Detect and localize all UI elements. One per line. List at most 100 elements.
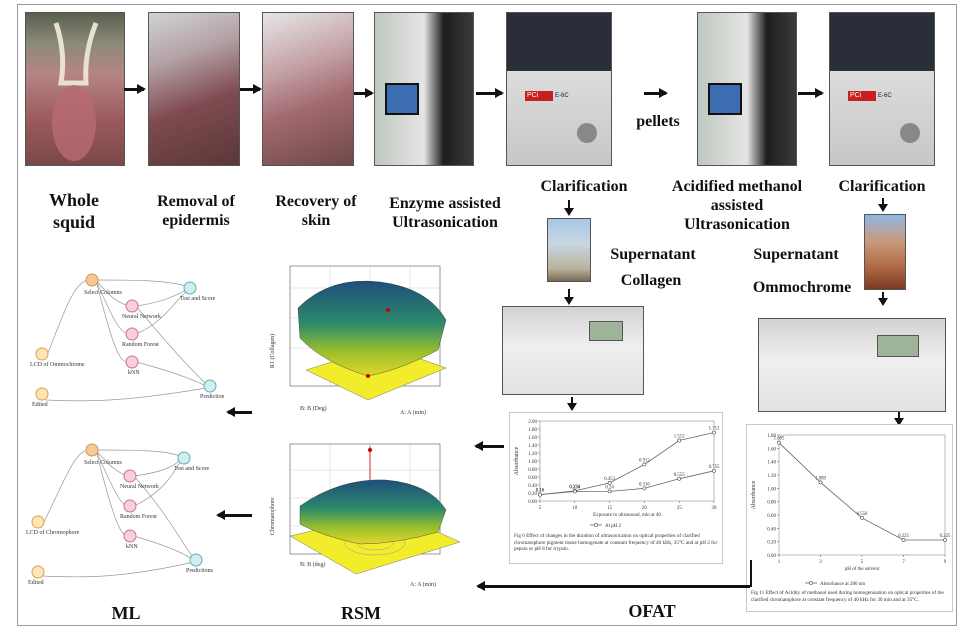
series-line xyxy=(539,432,715,495)
recovery-skin-photo xyxy=(262,12,354,166)
clarification-label-1: Clarification xyxy=(540,178,628,195)
y-tick-label: 0.60 xyxy=(767,514,776,519)
x-tick-label: 30 xyxy=(712,506,718,511)
y-tick-label: 0.00 xyxy=(767,554,776,559)
y-tick-label: 1.00 xyxy=(528,460,537,465)
test-score-node-icon-b xyxy=(177,451,191,465)
chart1-caption: Fig 6 Effect of changes in the duration … xyxy=(514,533,718,552)
squid-shape-icon xyxy=(52,22,99,161)
arrow-right-5 xyxy=(644,88,668,98)
display-icon-2 xyxy=(877,335,919,357)
knob-icon-2 xyxy=(900,123,920,143)
supernatant-label-2: Supernatant xyxy=(753,246,839,263)
ultrasonicator-photo-1 xyxy=(374,12,474,166)
x-tick-label: 20 xyxy=(642,506,648,511)
ml-bottom-node-4: kNN xyxy=(126,544,138,550)
display-screen-icon xyxy=(385,83,419,115)
arrow-right-1 xyxy=(124,84,146,94)
arrow-left-bottom xyxy=(476,581,750,591)
data-point xyxy=(642,486,647,491)
ml-top-node-4: kNN xyxy=(128,370,140,376)
ml-top-file: LCD of Ommochrome xyxy=(30,361,85,368)
data-point xyxy=(818,480,823,485)
predictions-node-icon-b xyxy=(189,553,203,567)
y-tick-label: 2.00 xyxy=(528,420,537,425)
y-tick-label: 0.60 xyxy=(528,476,537,481)
arrow-down-6 xyxy=(894,412,904,426)
plot-area xyxy=(778,434,946,556)
y-tick-label: 0.80 xyxy=(528,468,537,473)
ml-top-node-2: Neural Network xyxy=(122,314,161,320)
arrow-down-1 xyxy=(564,200,574,216)
x-tick-label: 15 xyxy=(607,506,613,511)
chart-ommochrome-svg: 0.00 0.20 0.40 0.60 0.80 1.00 1.20 1.40 1.60 1.80… xyxy=(751,434,951,587)
y-tick-label: 0.20 xyxy=(528,492,537,497)
knob-icon xyxy=(577,123,597,143)
y-tick-label: 1.00 xyxy=(767,487,776,492)
select-columns-node-icon-b xyxy=(85,443,99,457)
chart2-caption: Fig 11 Effect of Acidity of methanol use… xyxy=(751,590,944,603)
data-label: 0.225 xyxy=(940,534,951,539)
data-point xyxy=(572,489,577,494)
data-label: 0.555 xyxy=(674,473,685,478)
supernatant-label-1: Supernatant xyxy=(610,246,696,263)
legend-marker xyxy=(594,523,598,527)
data-label: 1.512 xyxy=(674,435,685,440)
removal-epidermis-label: Removal of epidermis xyxy=(157,193,235,229)
x-tick-label: 3 xyxy=(819,560,822,565)
data-point xyxy=(677,438,682,443)
brand-badge-2: PCi xyxy=(848,91,876,101)
ml-top-node-6: Predictions xyxy=(200,394,224,400)
spectrophotometer-photo-2 xyxy=(758,318,946,412)
y-tick-label: 1.60 xyxy=(767,447,776,452)
y-tick-label: 0.40 xyxy=(528,484,537,489)
data-point xyxy=(943,538,947,542)
arrow-down-5 xyxy=(878,292,888,306)
data-point xyxy=(777,440,781,445)
acidified-methanol-label: Acidified methanol assisted Ultrasonicat… xyxy=(671,178,803,233)
ofat-chart-collagen: 0.00 0.20 0.40 0.60 0.80 1.00 1.20 1.40 1.60 1.80… xyxy=(509,412,723,564)
y-axis-label: Absorbance xyxy=(751,480,757,509)
x-tick-label: 9 xyxy=(944,560,947,565)
rsm-bottom-ylabel: B: B (deg) xyxy=(300,561,325,568)
data-point xyxy=(712,468,716,473)
diagram-frame xyxy=(17,4,957,626)
y-tick-label: 1.80 xyxy=(528,428,537,433)
series-line xyxy=(539,470,715,495)
x-tick-label: 7 xyxy=(902,560,905,565)
data-label: 0.556 xyxy=(857,512,868,517)
data-point xyxy=(538,492,542,497)
file-node-icon xyxy=(35,347,49,361)
arrow-down-4 xyxy=(878,198,888,212)
ultrasonicator-photo-2 xyxy=(697,12,797,166)
pellets-label: pellets xyxy=(636,113,680,130)
data-label: 0.24 xyxy=(605,485,614,490)
ml-bottom-node-3: Random Forest xyxy=(120,514,157,520)
rsm-bottom-xlabel: A: A (min) xyxy=(410,581,436,588)
rsm-plot-top: R1 (Collagen) B: B (Deg) A: A (min) xyxy=(260,258,470,418)
data-point xyxy=(607,480,612,485)
rsm-top-xlabel: A: A (min) xyxy=(400,409,426,416)
series-line xyxy=(778,442,945,541)
data-label: 0.225 xyxy=(898,534,909,539)
recovery-skin-label: Recovery of skin xyxy=(275,193,357,229)
ml-workflow-top-svg: Select Columns Neural Network Random For… xyxy=(30,273,228,408)
arrow-left-rsm-ml-2 xyxy=(216,510,252,520)
ml-bottom-node-1: Select Columns xyxy=(84,460,122,466)
ml-workflow-top: Select Columns Neural Network Random For… xyxy=(24,262,228,412)
data-label: 0.16 xyxy=(536,489,545,494)
ml-label: ML xyxy=(111,603,141,623)
rsm-surface-top-svg: R1 (Collagen) B: B (Deg) A: A (min) xyxy=(269,265,447,416)
legend-marker xyxy=(809,581,813,585)
arrow-right-2 xyxy=(240,84,262,94)
y-axis-label: Absorbance xyxy=(514,446,520,475)
y-tick-label: 0.20 xyxy=(767,541,776,546)
ml-workflow-bottom-svg: Select Columns Neural Network Random For… xyxy=(26,443,214,586)
data-label: 1.089 xyxy=(815,476,826,481)
ofat-chart-ommochrome: 0.00 0.20 0.40 0.60 0.80 1.00 1.20 1.40 1.60 1.80… xyxy=(746,424,953,612)
data-label: 0.453 xyxy=(604,477,615,482)
rsm-label: RSM xyxy=(341,603,381,623)
clarification-centrifuge-photo-1: PCi E-6C xyxy=(506,12,612,166)
spectrophotometer-photo-1 xyxy=(502,306,644,395)
plot-area xyxy=(539,420,715,502)
